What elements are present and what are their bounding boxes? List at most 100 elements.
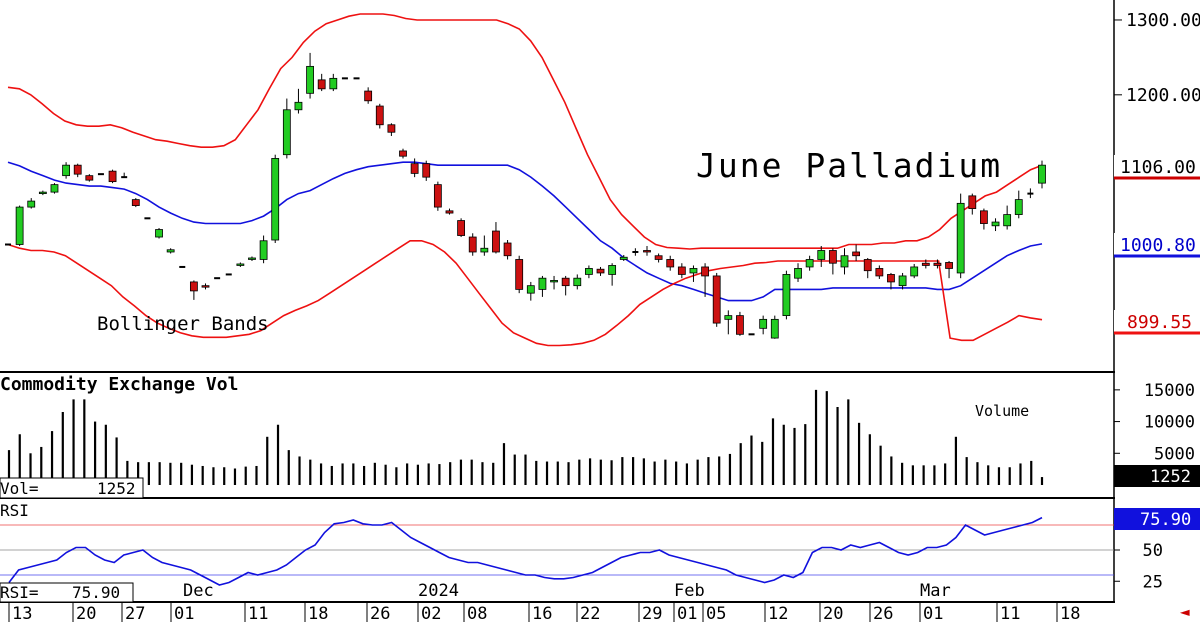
candle: [526, 281, 535, 301]
volume-badge: 1252: [1150, 467, 1191, 487]
candle-body: [433, 184, 442, 208]
candle: [468, 233, 477, 256]
middle-bollinger-band: [7, 161, 1043, 302]
rsi-series-line: [8, 516, 1043, 586]
volume-series-label: Volume: [975, 402, 1029, 420]
candle-body: [852, 251, 861, 257]
candle-body: [945, 262, 953, 269]
candle-body: [1014, 199, 1023, 215]
candle-body: [643, 250, 651, 253]
candle: [236, 262, 245, 267]
candle-body: [794, 268, 802, 279]
candles: [5, 52, 1046, 339]
date-tick-label: 2024: [418, 581, 459, 601]
candle-body: [282, 109, 291, 156]
candle: [805, 255, 814, 271]
upper-bollinger-band: [7, 13, 1043, 250]
candle-body: [294, 101, 303, 111]
candle: [863, 257, 872, 279]
candle-body: [375, 105, 384, 126]
date-tick-label: 22: [580, 604, 600, 622]
candle: [677, 263, 686, 279]
price-tick-label: 1300.00: [1126, 10, 1200, 31]
rsi-panel-label: RSI: [0, 501, 29, 520]
candle-body: [189, 281, 198, 292]
candle: [189, 280, 198, 300]
date-tick-label: Feb: [674, 581, 705, 601]
candle: [550, 275, 558, 290]
candle-body: [492, 230, 500, 253]
candle-body: [538, 277, 547, 290]
candle-body: [27, 200, 36, 208]
candle: [15, 205, 24, 247]
rsi-tick-label: 25: [1143, 572, 1163, 592]
candle: [85, 174, 94, 182]
candle-body: [526, 285, 535, 294]
candle-body: [584, 268, 593, 275]
volume-readout-box: [0, 477, 144, 499]
candle-body: [248, 257, 256, 260]
candle-body: [840, 255, 849, 268]
upper-band-badge: 1000.80: [1120, 235, 1196, 256]
candle-body: [736, 315, 744, 335]
candle-body: [329, 77, 338, 90]
candle: [794, 263, 802, 282]
rsi-badge: 75.90: [1140, 510, 1191, 530]
candle-body: [62, 164, 70, 177]
candle-body: [573, 277, 582, 287]
candle: [817, 246, 826, 267]
rsi-readout-box: [0, 582, 134, 603]
candle-body: [457, 220, 466, 236]
date-tick-label: 16: [532, 604, 552, 622]
candle-body: [317, 79, 326, 90]
candle: [770, 315, 779, 339]
candle: [1014, 190, 1023, 219]
candle: [329, 73, 338, 92]
volume-bars: [7, 389, 1044, 485]
candle: [852, 244, 861, 261]
candle: [596, 266, 605, 276]
candle: [480, 235, 489, 256]
lower-band-badge-bg: [1114, 310, 1200, 334]
candle: [259, 235, 268, 264]
candle: [282, 98, 291, 159]
candle-body: [898, 275, 907, 287]
date-tick-label: 20: [76, 604, 96, 622]
candle-body: [689, 268, 698, 274]
middle-band-line: [7, 161, 1043, 302]
date-tick-label: 01: [174, 604, 194, 622]
date-tick-label: 29: [642, 604, 662, 622]
candle: [689, 265, 698, 282]
candle-body: [561, 277, 570, 287]
candle: [294, 88, 303, 114]
volume-tick-label: 5000: [1154, 444, 1195, 464]
upper-band-line: [7, 13, 1043, 250]
candle-body: [910, 266, 919, 277]
candle: [840, 248, 849, 275]
scroll-right-arrow-icon[interactable]: ◄: [1180, 602, 1190, 621]
candle: [980, 208, 988, 230]
candle-body: [759, 318, 768, 329]
candle: [166, 248, 175, 254]
candle: [1027, 188, 1034, 199]
candle: [399, 148, 407, 159]
candle-body: [608, 265, 617, 275]
candle-body: [770, 318, 779, 339]
candle: [561, 275, 570, 296]
upper-band-badge-bg: [1114, 233, 1200, 257]
volume-readout-value: 1252: [97, 479, 136, 498]
candle-body: [387, 124, 396, 133]
candle: [666, 255, 675, 271]
candle: [515, 255, 524, 294]
candle: [887, 272, 895, 290]
date-tick-label: 08: [467, 604, 487, 622]
candle: [584, 265, 593, 279]
candle-body: [468, 236, 477, 253]
candle-body: [201, 285, 210, 288]
candle-body: [863, 259, 872, 272]
candle: [782, 270, 791, 320]
candle: [701, 263, 709, 297]
rsi-readout-value: 75.90: [72, 583, 120, 602]
candle: [875, 265, 884, 279]
date-tick-label: 12: [768, 604, 788, 622]
